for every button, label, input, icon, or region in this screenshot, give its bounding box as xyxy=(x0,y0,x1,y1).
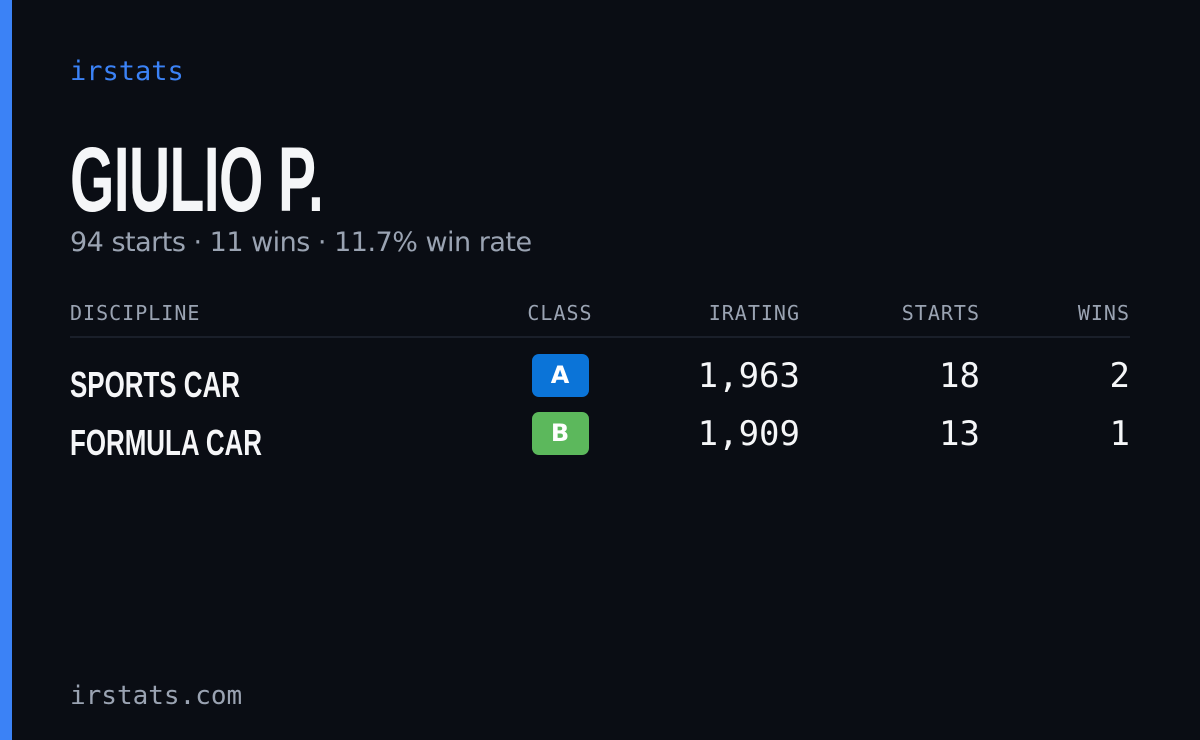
column-header: STARTS xyxy=(901,301,980,325)
discipline: FORMULA CAR xyxy=(70,422,262,463)
wins: 2 xyxy=(1109,356,1130,396)
discipline: SPORTS CAR xyxy=(70,364,240,405)
column-header: IRATING xyxy=(708,301,800,325)
starts: 13 xyxy=(939,414,980,454)
starts: 18 xyxy=(939,356,980,396)
header-rule xyxy=(70,336,1130,338)
class-badge: A xyxy=(531,354,589,397)
column-header: DISCIPLINE xyxy=(70,301,201,325)
accent-bar xyxy=(0,0,12,740)
class-badge: B xyxy=(531,412,589,455)
column-header: CLASS xyxy=(527,301,593,325)
irating: 1,963 xyxy=(697,356,800,396)
brand: irstats xyxy=(70,56,184,87)
driver-name: GIULIO P. xyxy=(70,129,324,231)
irating: 1,909 xyxy=(697,414,800,454)
wins: 1 xyxy=(1109,414,1130,454)
footer: irstats.com xyxy=(70,681,243,711)
column-header: WINS xyxy=(1077,301,1130,325)
driver-summary: 94 starts · 11 wins · 11.7% win rate xyxy=(70,227,532,258)
